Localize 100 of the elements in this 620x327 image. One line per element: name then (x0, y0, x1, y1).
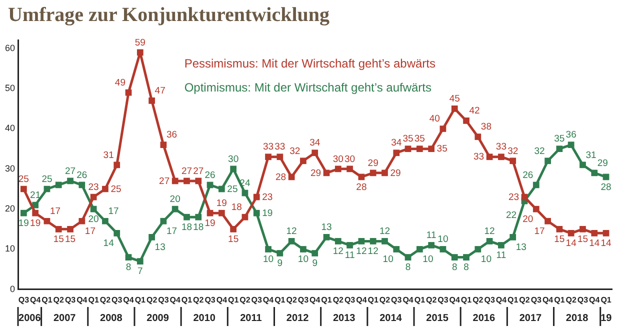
point (67, 226, 74, 232)
point (125, 254, 132, 260)
data-label: 18 (231, 202, 242, 213)
data-label: 14 (600, 238, 612, 250)
point (312, 150, 318, 156)
y-tick-label: 0 (10, 284, 16, 294)
point (463, 254, 470, 260)
data-label: 11 (344, 250, 355, 262)
point (253, 194, 260, 200)
point (90, 206, 97, 212)
data-label: 17 (534, 226, 545, 237)
x-tick-label: Q1 (508, 295, 519, 304)
y-tick-label: 20 (4, 204, 16, 214)
x-tick-label: Q2 (53, 295, 65, 304)
data-label: 11 (426, 230, 436, 242)
data-label: 17 (84, 226, 96, 237)
y-tick-label: 50 (4, 83, 16, 94)
point (218, 210, 225, 216)
point (300, 158, 306, 164)
data-label: 17 (166, 226, 178, 237)
x-tick-label: Q4 (542, 295, 554, 304)
data-label: 17 (50, 206, 61, 217)
data-label: 8 (405, 262, 411, 274)
point (591, 230, 598, 236)
x-tick-label: Q4 (76, 295, 88, 304)
text: 2013 (332, 312, 356, 324)
x-tick-label: Q2 (379, 295, 391, 304)
point (114, 162, 120, 168)
data-label: 25 (227, 184, 238, 195)
point (510, 234, 516, 240)
data-label: 20 (170, 194, 180, 205)
data-label: 35 (554, 134, 565, 145)
data-label: 15 (53, 234, 64, 246)
point (428, 146, 434, 152)
data-label: 34 (391, 138, 402, 149)
x-tick-label: Q1 (274, 295, 286, 304)
x-tick-label: Q4 (356, 295, 368, 304)
data-label: 23 (508, 192, 520, 203)
data-label: 14 (589, 238, 600, 250)
point (253, 210, 260, 216)
point (148, 97, 155, 104)
point (382, 238, 388, 244)
data-label: 13 (321, 222, 332, 234)
point (265, 154, 272, 160)
x-tick-label: Q4 (449, 295, 460, 304)
point (67, 178, 74, 184)
y-tick-label: 30 (4, 163, 16, 174)
x-tick-label: Q1 (134, 295, 146, 304)
x-tick-label: Q1 (88, 295, 100, 304)
text: 2006 (18, 312, 42, 324)
data-label: 15 (64, 234, 76, 246)
data-label: 9 (312, 258, 318, 270)
data-label: 29 (597, 158, 608, 169)
point (230, 226, 237, 232)
point (544, 158, 551, 164)
point (334, 166, 342, 172)
data-label: 15 (554, 234, 565, 246)
data-label: 19 (262, 208, 273, 219)
data-label: 10 (298, 254, 308, 266)
point (184, 214, 190, 220)
x-tick-label: Q3 (391, 295, 402, 304)
point (428, 242, 434, 248)
point (346, 166, 353, 172)
text: 2012 (286, 312, 310, 324)
x-tick-label: Q2 (332, 295, 344, 304)
data-label: 34 (310, 138, 320, 149)
data-label: 27 (193, 166, 204, 177)
point (114, 230, 120, 236)
x-tick-label: Q2 (193, 295, 204, 304)
data-label: 28 (356, 182, 367, 193)
point (463, 118, 470, 124)
text: 2007 (53, 312, 76, 324)
point (276, 250, 284, 256)
x-tick-label: Q1 (181, 295, 193, 304)
data-label: 23 (262, 192, 273, 203)
data-label: 49 (114, 77, 126, 88)
point (486, 154, 493, 160)
point (393, 246, 400, 252)
data-label: 10 (480, 254, 492, 266)
point (532, 206, 540, 212)
data-label: 35 (436, 144, 448, 155)
data-label: 27 (159, 176, 170, 187)
text: 2008 (100, 312, 123, 324)
x-tick-label: Q4 (123, 295, 134, 304)
data-label: 11 (496, 250, 506, 262)
point (404, 254, 412, 260)
point (568, 142, 574, 148)
point (136, 258, 144, 264)
data-label: 14 (566, 238, 576, 250)
point (148, 234, 155, 240)
x-tick-label: Q1 (368, 295, 379, 304)
point (474, 246, 482, 252)
point (580, 226, 586, 232)
data-label: 19 (216, 198, 227, 209)
point (591, 170, 598, 176)
point (346, 242, 353, 248)
data-label: 45 (449, 94, 460, 105)
data-label: 26 (76, 170, 88, 181)
data-label: 25 (42, 174, 52, 185)
data-label: 31 (103, 150, 114, 161)
